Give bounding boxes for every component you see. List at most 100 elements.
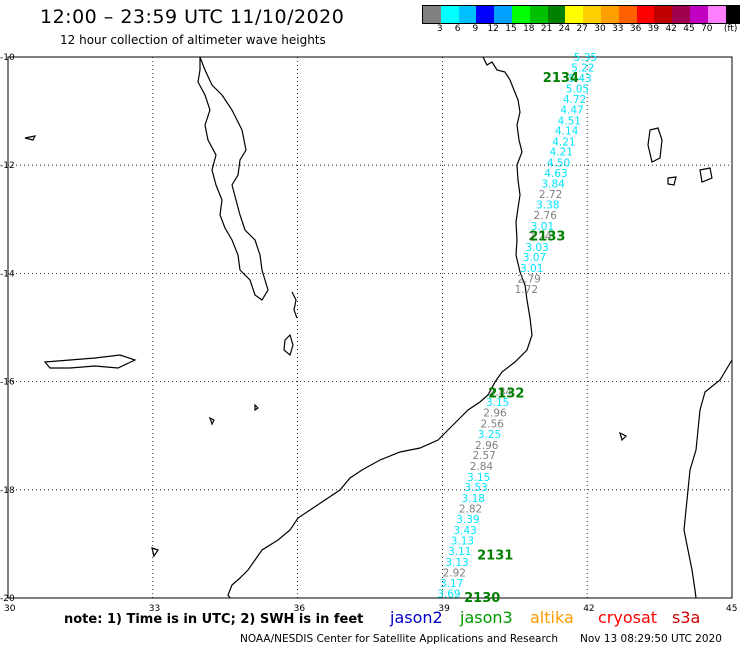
colorbar-swatch <box>440 6 459 23</box>
swh-reading: 3.18 <box>462 493 485 505</box>
swh-reading: 3.13 <box>445 557 468 569</box>
pass-labels: 2134 2133 2132 2131 2130 <box>464 71 579 606</box>
colorbar-swatch <box>636 6 655 23</box>
colorbar-label: 39 <box>647 24 660 34</box>
swh-reading: 3.11 <box>448 546 471 558</box>
swh-reading: 3.03 <box>525 242 548 254</box>
swh-reading: 3.39 <box>456 514 479 526</box>
lon-label: 30 <box>4 604 16 614</box>
colorbar-label: 36 <box>629 24 642 34</box>
swh-readings: 5.355.225.435.054.724.474.514.144.214.21… <box>437 52 597 601</box>
lon-label: 33 <box>149 604 160 614</box>
islet-2 <box>208 416 215 426</box>
coastline-mainland <box>227 56 533 599</box>
satellite-cryosat: cryosat <box>598 608 658 627</box>
swh-reading: 3.38 <box>536 200 559 212</box>
swh-reading: 3.07 <box>523 252 546 264</box>
colorbar-swatch <box>547 6 566 23</box>
coastline-madagascar <box>683 359 733 599</box>
colorbar-label: 15 <box>505 24 517 34</box>
colorbar-swatch <box>423 6 441 23</box>
swh-reading: 1.72 <box>515 284 538 296</box>
credit-line: NOAA/NESDIS Center for Satellite Applica… <box>240 633 558 645</box>
swh-reading: 2.84 <box>470 461 494 473</box>
swh-reading: 4.21 <box>550 147 573 159</box>
colorbar-label: (ft) <box>723 24 738 34</box>
swh-reading: 2.24 <box>528 231 552 243</box>
swh-reading: 3.01 <box>520 263 543 275</box>
colorbar-label: 6 <box>454 24 461 34</box>
swh-reading: 3.17 <box>440 578 463 590</box>
satellite-altika: altika <box>530 608 574 627</box>
latitude-labels: -10 -12 -14 -16 -18 -20 <box>0 53 15 604</box>
colorbar-swatch <box>583 6 601 23</box>
colorbar-label: 45 <box>683 24 695 34</box>
colorbar-swatch <box>618 6 637 23</box>
swh-reading: 5.22 <box>571 62 594 74</box>
colorbar-label: 70 <box>701 24 713 34</box>
island-anjouan <box>667 176 677 186</box>
pass-id-label: 2131 <box>477 549 513 564</box>
swh-reading: 3.13 <box>451 536 474 548</box>
colorbar-label: 30 <box>594 24 606 34</box>
colorbar-label: 24 <box>558 24 571 34</box>
islet-4 <box>151 547 159 558</box>
swh-reading: 3.84 <box>541 179 565 191</box>
swh-reading: 2.79 <box>517 273 540 285</box>
satellite-s3a: s3a <box>672 608 701 627</box>
graticule <box>8 57 732 598</box>
colorbar-label: 42 <box>665 24 677 34</box>
colorbar-label: 3 <box>436 24 443 34</box>
generated-timestamp: Nov 13 08:29:50 UTC 2020 <box>580 633 722 645</box>
chart-subtitle: 12 hour collection of altimeter wave hei… <box>60 33 326 47</box>
lon-label: 45 <box>726 604 737 614</box>
swh-reading: 4.47 <box>560 104 583 116</box>
colorbar-swatch <box>565 6 584 23</box>
colorbar-swatch <box>725 6 740 23</box>
colorbar-label: 33 <box>612 24 624 34</box>
swh-reading: 5.35 <box>574 52 597 64</box>
swh-reading: 2.72 <box>539 189 562 201</box>
colorbar-swatch <box>458 6 477 23</box>
swh-reading: 3.43 <box>453 525 476 537</box>
colorbar-swatch <box>511 6 530 23</box>
pass-id-label: 2134 <box>543 71 579 86</box>
colorbar <box>422 5 740 24</box>
lat-label: -12 <box>0 161 15 171</box>
colorbar-swatch <box>494 6 512 23</box>
lake-chilwa <box>283 333 294 357</box>
swh-reading: 4.50 <box>547 157 570 169</box>
colorbar-swatch <box>476 6 495 23</box>
lat-label: -16 <box>0 378 15 388</box>
map-frame <box>7 56 733 599</box>
colorbar-swatch <box>672 6 690 23</box>
lon-label: 42 <box>583 604 594 614</box>
swh-reading: 2.84 <box>489 386 513 398</box>
satellite-jason3: jason3 <box>460 608 513 627</box>
longitude-labels: 30 33 36 39 42 45 <box>4 604 737 614</box>
swh-reading: 3.15 <box>486 397 509 409</box>
lon-label: 39 <box>438 604 450 614</box>
lake-malawi <box>197 56 269 301</box>
chart-title: 12:00 – 23:59 UTC 11/10/2020 <box>40 6 345 28</box>
swh-reading: 2.57 <box>472 450 495 462</box>
swh-reading: 5.43 <box>568 73 591 85</box>
satellite-jason2: jason2 <box>390 608 443 627</box>
pass-id-label: 2132 <box>488 386 524 401</box>
swh-reading: 3.15 <box>467 472 490 484</box>
lat-label: -20 <box>0 594 15 604</box>
swh-reading: 2.96 <box>483 407 507 419</box>
swh-reading: 4.72 <box>563 94 586 106</box>
lake-cahora-bassa <box>43 354 137 369</box>
swh-reading: 3.69 <box>437 589 460 601</box>
swh-reading: 3.01 <box>531 221 554 233</box>
swh-reading: 2.96 <box>475 440 499 452</box>
swh-reading: 2.56 <box>481 418 505 430</box>
colorbar-swatch <box>689 6 708 23</box>
islet-3 <box>254 403 259 412</box>
swh-reading: 5.05 <box>566 83 589 95</box>
swh-reading: 2.76 <box>534 210 558 222</box>
swh-reading: 4.51 <box>558 115 581 127</box>
colorbar-label: 18 <box>523 24 535 34</box>
colorbar-label: 21 <box>540 24 553 34</box>
